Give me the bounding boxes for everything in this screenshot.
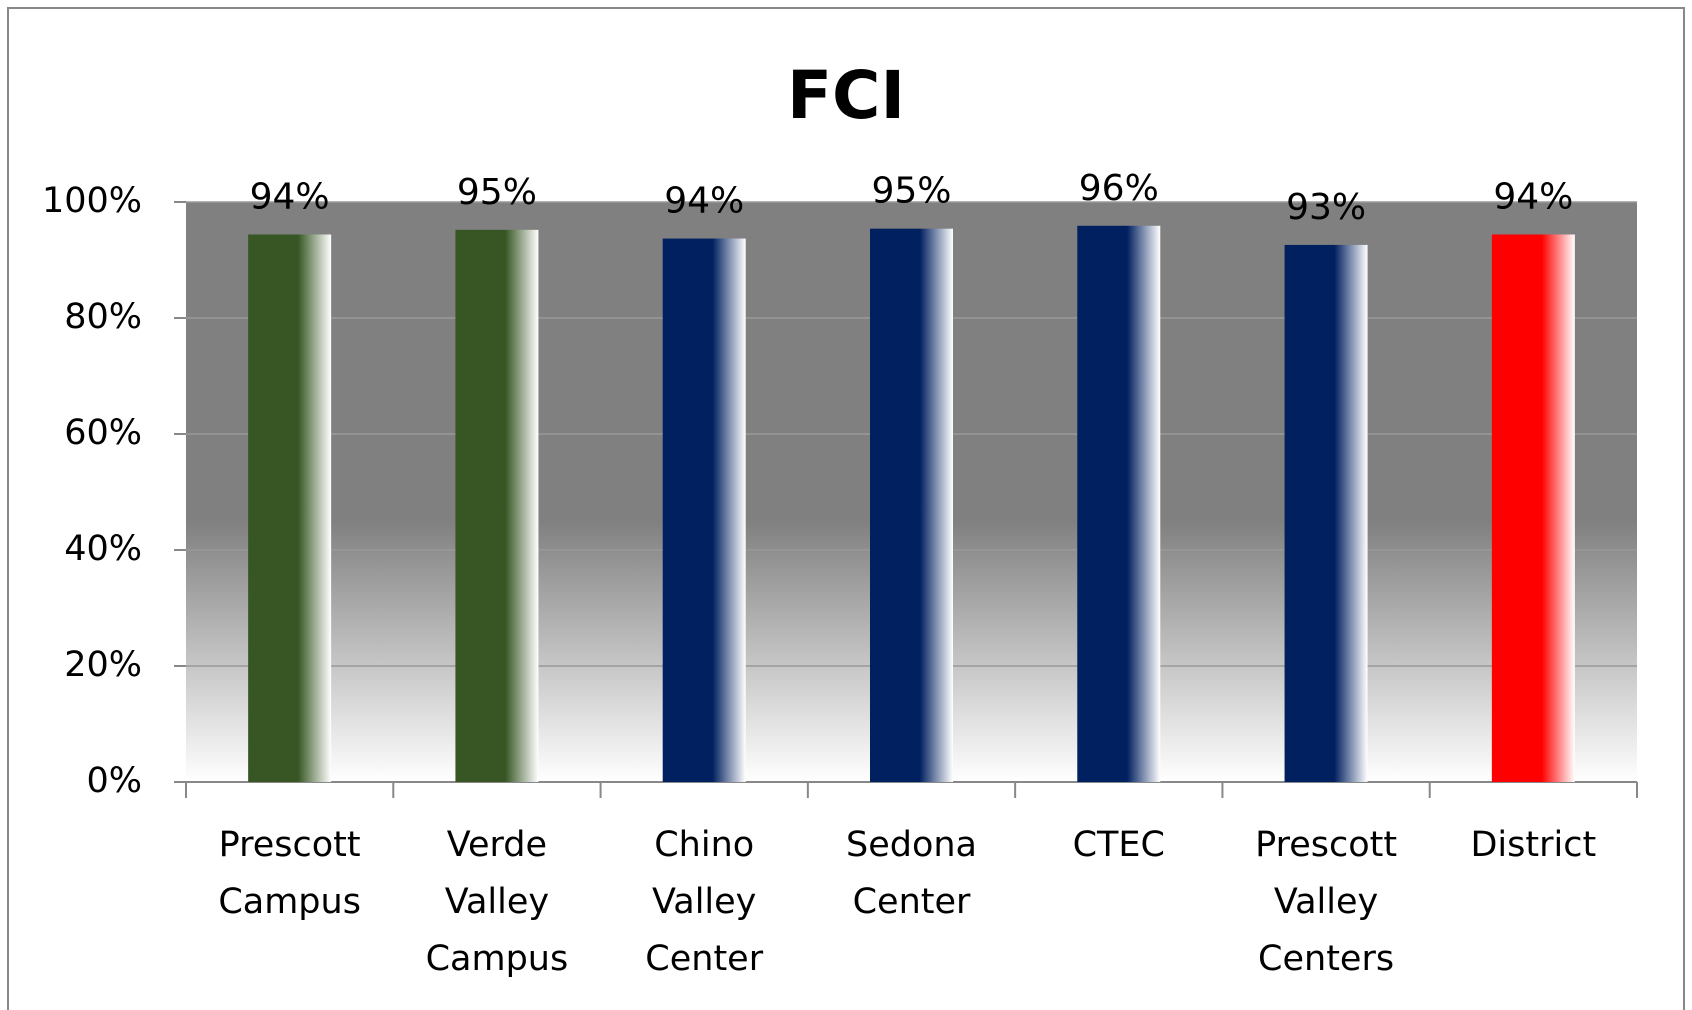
y-tick-label: 60% — [64, 413, 142, 453]
chart-title: FCI — [787, 57, 905, 134]
y-tick-label: 0% — [86, 761, 142, 801]
value-label: 95% — [871, 171, 951, 212]
y-tick-label: 100% — [42, 181, 142, 221]
value-label: 93% — [1286, 187, 1366, 228]
y-tick-label: 20% — [64, 645, 142, 685]
x-tick-label: Prescott Campus — [218, 825, 361, 922]
bar — [455, 229, 539, 783]
bar — [1077, 225, 1161, 782]
bar — [1491, 234, 1575, 783]
x-tick-label: Sedona Center — [846, 825, 977, 922]
value-label: 94% — [1493, 176, 1573, 217]
x-tick-label: Verde Valley Campus — [426, 825, 569, 979]
value-label: 94% — [664, 181, 744, 222]
bar — [662, 238, 746, 783]
x-tick-label: CTEC — [1073, 825, 1165, 865]
x-tick-label: District — [1470, 825, 1596, 865]
bar — [1284, 244, 1368, 783]
x-tick-label: Chino Valley Center — [645, 825, 763, 979]
x-tick-label: Prescott Valley Centers — [1255, 825, 1397, 979]
bar — [870, 228, 953, 782]
y-tick-label: 40% — [64, 529, 142, 569]
y-tick-label: 80% — [64, 297, 142, 337]
value-label: 95% — [457, 172, 537, 213]
value-label: 94% — [250, 176, 330, 217]
value-label: 96% — [1079, 168, 1159, 209]
bar — [248, 234, 332, 783]
